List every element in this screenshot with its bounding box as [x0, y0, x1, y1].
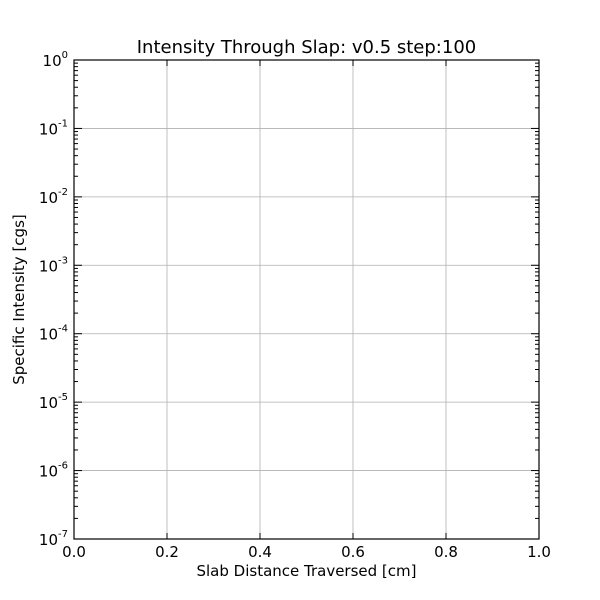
y-tick-label: 10-3 — [39, 255, 68, 275]
y-tick-label-base: 10 — [39, 257, 58, 275]
y-tick-label-base: 10 — [39, 120, 58, 138]
x-tick-label: 0.6 — [341, 543, 365, 561]
x-tick-label: 0.2 — [155, 543, 179, 561]
y-tick-label-exponent: -6 — [58, 461, 68, 472]
x-tick-label: 0.8 — [434, 543, 458, 561]
axis-ticks — [73, 59, 540, 540]
y-tick-label-base: 10 — [39, 531, 58, 549]
y-tick-label-base: 10 — [39, 394, 58, 412]
y-tick-label: 10-6 — [39, 461, 68, 481]
y-tick-label-exponent: -2 — [58, 187, 68, 198]
y-tick-label: 10-4 — [39, 324, 68, 344]
y-tick-label: 10-2 — [39, 187, 68, 207]
y-tick-label-exponent: -7 — [58, 529, 68, 540]
y-tick-label: 10-1 — [39, 118, 68, 138]
y-tick-label-base: 10 — [43, 52, 62, 70]
y-tick-label-exponent: -1 — [58, 118, 68, 129]
x-tick-label: 0.4 — [248, 543, 272, 561]
x-tick-labels: 0.0 0.2 0.4 0.6 0.8 1.0 — [62, 543, 551, 561]
y-tick-label-base: 10 — [39, 189, 58, 207]
x-tick-label: 1.0 — [527, 543, 551, 561]
y-tick-label-exponent: -5 — [58, 392, 68, 403]
y-tick-label-exponent: 0 — [62, 50, 68, 61]
x-axis-label: Slab Distance Traversed [cm] — [196, 562, 416, 580]
y-tick-label: 10-7 — [39, 529, 68, 549]
y-tick-label-exponent: -4 — [58, 324, 68, 335]
y-tick-label-exponent: -3 — [58, 255, 68, 266]
y-tick-label-base: 10 — [39, 463, 58, 481]
y-tick-label-base: 10 — [39, 326, 58, 344]
grid-lines — [74, 60, 539, 539]
plot-frame — [73, 59, 540, 540]
y-axis-label: Specific Intensity [cgs] — [10, 214, 28, 385]
y-tick-label: 10-5 — [39, 392, 68, 412]
x-tick-label: 0.0 — [62, 543, 86, 561]
y-tick-label: 100 — [43, 50, 68, 70]
chart-title: Intensity Through Slap: v0.5 step:100 — [137, 37, 476, 58]
